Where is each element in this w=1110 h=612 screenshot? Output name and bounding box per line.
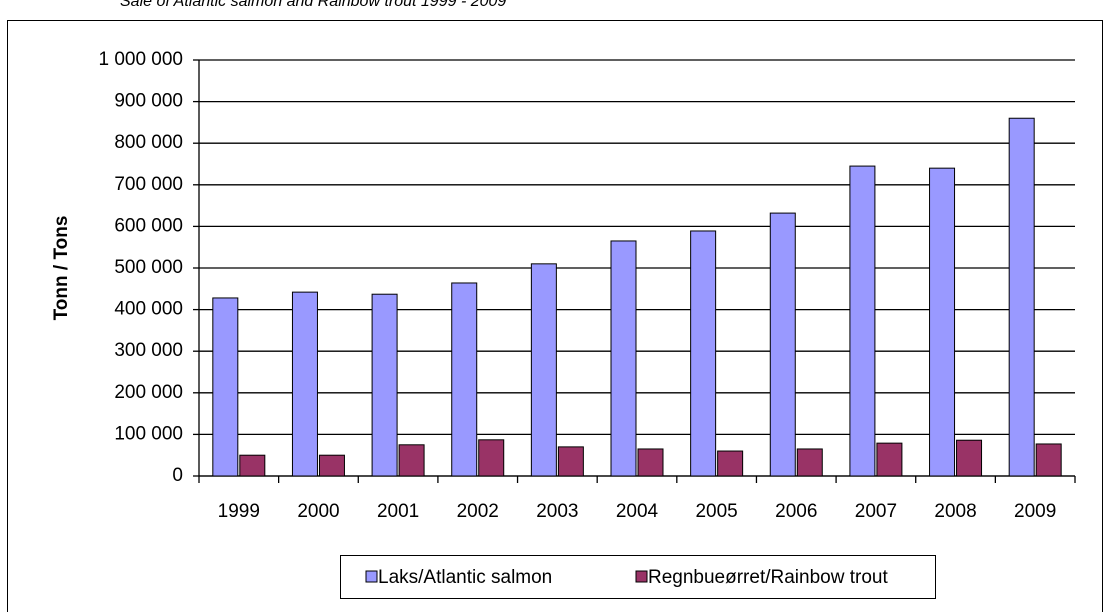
y-tick-label: 400 000	[114, 299, 183, 320]
bar	[291, 291, 318, 477]
bar	[212, 297, 239, 477]
x-tick-label: 1999	[218, 501, 260, 522]
x-tick-label: 2004	[616, 501, 659, 522]
y-tick-label: 100 000	[114, 423, 183, 444]
bar	[929, 167, 956, 477]
y-tick-label: 200 000	[114, 382, 183, 403]
x-tick-label: 2005	[695, 501, 737, 522]
chart-title: Sale of Atlantic salmon and Rainbow trou…	[120, 0, 506, 10]
bar	[690, 230, 717, 477]
y-tick-label: 0	[172, 465, 183, 486]
x-tick-label: 2009	[1014, 501, 1056, 522]
bar	[398, 444, 425, 477]
y-tick-label: 600 000	[114, 215, 183, 236]
y-tick-label: 800 000	[114, 132, 183, 153]
bar	[796, 448, 823, 477]
bar	[769, 212, 796, 477]
x-tick-label: 2000	[297, 501, 339, 522]
x-tick-label: 2001	[377, 501, 419, 522]
x-tick-label: 2002	[457, 501, 499, 522]
bar	[239, 454, 266, 477]
bar	[849, 165, 876, 477]
y-tick-label: 900 000	[114, 91, 183, 112]
y-tick-label: 500 000	[114, 257, 183, 278]
bar	[318, 454, 345, 477]
bar	[610, 240, 637, 477]
bar	[371, 293, 398, 477]
bar	[637, 448, 664, 477]
y-tick-label: 300 000	[114, 340, 183, 361]
y-tick-label: 1 000 000	[98, 49, 183, 70]
bar	[451, 282, 478, 477]
y-tick-label: 700 000	[114, 174, 183, 195]
x-tick-label: 2003	[536, 501, 578, 522]
y-axis-label: Tonn / Tons	[51, 216, 72, 321]
bar	[1035, 443, 1062, 477]
bar	[876, 442, 903, 477]
x-tick-label: 2008	[934, 501, 976, 522]
legend-swatch	[635, 570, 648, 583]
bar	[1008, 117, 1035, 477]
x-tick-label: 2006	[775, 501, 817, 522]
bar	[956, 439, 983, 477]
bar	[530, 263, 557, 477]
legend-label: Laks/Atlantic salmon	[378, 567, 552, 588]
x-tick-label: 2007	[855, 501, 897, 522]
legend-label: Regnbueørret/Rainbow trout	[648, 567, 888, 588]
bar	[717, 450, 744, 477]
bar	[557, 446, 584, 477]
legend-swatch	[365, 570, 378, 583]
bar	[478, 439, 505, 477]
